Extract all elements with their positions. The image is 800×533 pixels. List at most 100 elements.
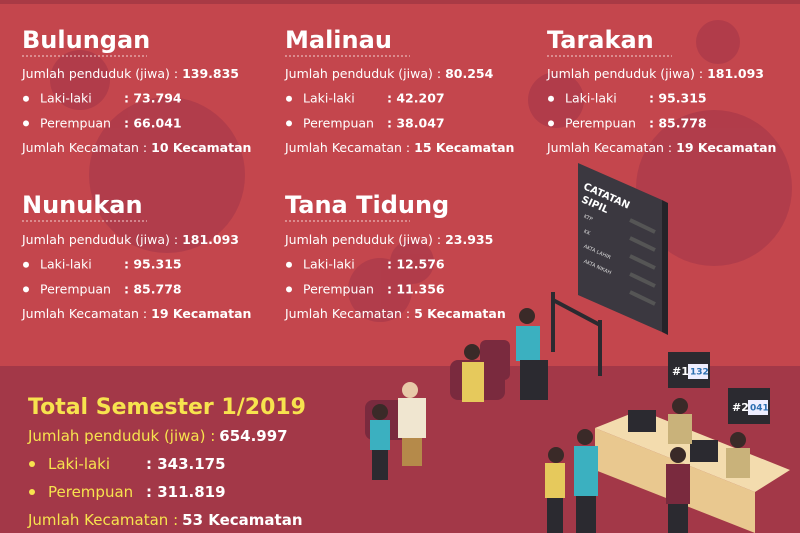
value: 5 Kecamatan (414, 306, 506, 321)
label: Laki-laki (40, 256, 92, 271)
label: Jumlah penduduk (jiwa) : (27, 427, 215, 445)
label: Jumlah Kecamatan : (284, 140, 410, 155)
value: : 42.207 (387, 90, 445, 105)
bullet (23, 261, 29, 268)
info-line: Jumlah Kecamatan : 5 Kecamatan (284, 306, 506, 321)
counter-number: 132 (690, 368, 709, 378)
counter-number: 041 (750, 404, 769, 414)
label: Laki-laki (48, 455, 110, 473)
region-title: Nunukan (22, 191, 143, 219)
value: : 311.819 (146, 483, 226, 501)
region-title: Total Semester 1/2019 (28, 395, 306, 420)
info-line: Jumlah penduduk (jiwa) : 181.093 (546, 66, 764, 81)
value: 181.093 (707, 66, 764, 81)
label: Laki-laki (565, 90, 617, 105)
info-line: Jumlah penduduk (jiwa) : 139.835 (21, 66, 239, 81)
label: Laki-laki (303, 90, 355, 105)
region-title: Tarakan (547, 26, 654, 54)
counter-label: #2 (732, 401, 749, 414)
bullet (23, 286, 29, 293)
top-band (0, 0, 800, 4)
value: : 66.041 (124, 115, 182, 130)
info-line: Jumlah penduduk (jiwa) :654.997 (27, 427, 288, 445)
label: Perempuan (40, 281, 111, 296)
label: Jumlah penduduk (jiwa) : (284, 66, 441, 81)
info-line: Laki-laki : 343.175 (48, 455, 226, 473)
counter-screen (748, 400, 768, 415)
info-line: Jumlah penduduk (jiwa) : 181.093 (21, 232, 239, 247)
info-line: Laki-laki : 95.315 (40, 256, 182, 271)
info-line: Laki-laki : 95.315 (565, 90, 707, 105)
sign-item: KK (583, 229, 592, 237)
label: Perempuan (303, 281, 374, 296)
value: 53 Kecamatan (182, 511, 302, 529)
bullet (286, 261, 292, 268)
bullet (548, 120, 554, 127)
info-line: Perempuan : 66.041 (40, 115, 182, 130)
info-line: Jumlah penduduk (jiwa) : 80.254 (284, 66, 494, 81)
label: Laki-laki (40, 90, 92, 105)
value: 139.835 (182, 66, 239, 81)
region-title: Bulungan (22, 26, 150, 54)
value: : 343.175 (146, 455, 226, 473)
info-line: Laki-laki : 42.207 (303, 90, 445, 105)
label: Jumlah Kecamatan : (284, 306, 410, 321)
decor-circles (50, 20, 792, 322)
illustration (365, 163, 790, 533)
bullet (23, 95, 29, 102)
bullet (286, 120, 292, 127)
bullet (286, 286, 292, 293)
info-line: Jumlah Kecamatan : 10 Kecamatan (21, 140, 251, 155)
info-line: Perempuan : 85.778 (40, 281, 182, 296)
bullet (23, 120, 29, 127)
value: 181.093 (182, 232, 239, 247)
info-line: Perempuan : 85.778 (565, 115, 707, 130)
info-line: Perempuan : 11.356 (303, 281, 445, 296)
label: Perempuan (40, 115, 111, 130)
value: : 85.778 (124, 281, 182, 296)
value: : 12.576 (387, 256, 445, 271)
label: Jumlah penduduk (jiwa) : (546, 66, 703, 81)
value: : 95.315 (649, 90, 707, 105)
info-line: Jumlah Kecamatan : 19 Kecamatan (21, 306, 251, 321)
info-line: Jumlah Kecamatan :53 Kecamatan (27, 511, 303, 529)
value: 19 Kecamatan (151, 306, 251, 321)
label: Perempuan (48, 483, 133, 501)
value: : 11.356 (387, 281, 445, 296)
label: Perempuan (303, 115, 374, 130)
bullet (29, 461, 35, 467)
value: 80.254 (445, 66, 494, 81)
counter-label: #1 (672, 365, 689, 378)
region-title: Tana Tidung (285, 191, 449, 219)
label: Jumlah penduduk (jiwa) : (21, 232, 178, 247)
value: : 73.794 (124, 90, 182, 105)
value: 23.935 (445, 232, 493, 247)
label: Jumlah Kecamatan : (27, 511, 178, 529)
info-line: Laki-laki : 73.794 (40, 90, 182, 105)
bullet (286, 95, 292, 102)
bullet (29, 489, 35, 495)
info-line: Jumlah Kecamatan : 15 Kecamatan (284, 140, 514, 155)
info-line: Laki-laki : 12.576 (303, 256, 445, 271)
counter-screen (688, 364, 708, 379)
value: 10 Kecamatan (151, 140, 251, 155)
label: Jumlah penduduk (jiwa) : (284, 232, 441, 247)
bullet (548, 95, 554, 102)
value: : 38.047 (387, 115, 445, 130)
value: : 85.778 (649, 115, 707, 130)
label: Laki-laki (303, 256, 355, 271)
label: Jumlah Kecamatan : (546, 140, 672, 155)
info-line: Jumlah penduduk (jiwa) : 23.935 (284, 232, 493, 247)
region-title: Malinau (285, 26, 392, 54)
info-line: Perempuan : 38.047 (303, 115, 445, 130)
value: : 95.315 (124, 256, 182, 271)
label: Jumlah penduduk (jiwa) : (21, 66, 178, 81)
info-line: Perempuan : 311.819 (48, 483, 226, 501)
label: Perempuan (565, 115, 636, 130)
info-line: Jumlah Kecamatan : 19 Kecamatan (546, 140, 776, 155)
value: 15 Kecamatan (414, 140, 514, 155)
sign-item: KTP (583, 214, 594, 223)
label: Jumlah Kecamatan : (21, 140, 147, 155)
value: 19 Kecamatan (676, 140, 776, 155)
